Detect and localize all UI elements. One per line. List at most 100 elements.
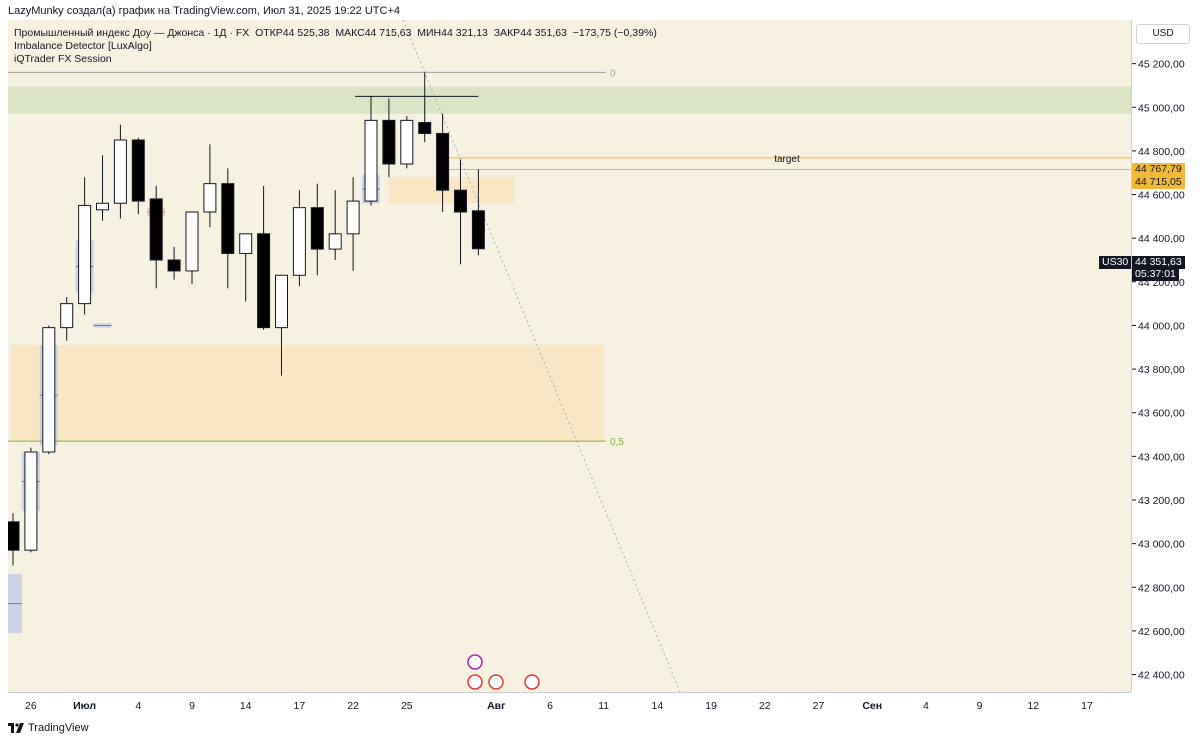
price-scale-svg[interactable]: 42 400,00 42 600,00 42 800,00 43 000,00 43 2… <box>1132 20 1200 692</box>
us-flag-event-icon-3 <box>524 674 540 690</box>
close-label: ЗАКР <box>493 27 521 39</box>
us-flag-event-icon-2 <box>488 674 504 690</box>
price-tick-label-7: 43 800,00 <box>1138 364 1185 376</box>
time-tick-label-10: 11 <box>598 700 609 712</box>
price-tick-label-11: 44 600,00 <box>1138 190 1185 202</box>
green-zone <box>8 86 1131 114</box>
candle-body-14 <box>257 233 271 329</box>
currency-selector[interactable]: USD <box>1136 24 1190 44</box>
time-tick-label-5: 17 <box>294 700 306 712</box>
low-value: 44 321,13 <box>441 27 488 39</box>
price-scale[interactable]: 42 400,00 42 600,00 42 800,00 43 000,00 43 2… <box>1131 20 1200 692</box>
time-tick-label-1: Июл <box>73 700 96 712</box>
chart-author-line: LazyMunky создал(а) график на TradingVie… <box>8 5 400 17</box>
low-label: МИН <box>417 27 442 39</box>
footer-brand: TradingView <box>28 722 89 734</box>
orange-demand-zone <box>11 345 604 442</box>
price-tick-label-2: 42 800,00 <box>1138 582 1185 594</box>
price-chart[interactable]: 0 0,5 target <box>8 20 1131 692</box>
open-label: ОТКР <box>255 27 283 39</box>
candle-body-17 <box>310 207 324 250</box>
lightning-event-icon <box>467 654 483 670</box>
time-tick-label-8: Авг <box>487 700 506 712</box>
time-tick-label-0: 26 <box>25 700 37 712</box>
legend-indicator-imbalance[interactable]: Imbalance Detector [LuxAlgo] <box>14 40 152 52</box>
time-tick-label-2: 4 <box>135 700 141 712</box>
legend-symbol-row: Промышленный индекс Доу — Джонса · 1Д · … <box>14 27 657 40</box>
candle-body-2 <box>42 327 56 453</box>
change-value: −173,75 (−0,39%) <box>572 27 657 39</box>
candle-body-11 <box>203 183 217 213</box>
candle-body-25 <box>454 189 467 213</box>
candle-body-26 <box>471 210 485 250</box>
high-value: 44 715,63 <box>364 27 412 39</box>
fib-level-half-label: 0,5 <box>610 437 624 448</box>
legend-symbol: Промышленный индекс Доу — Джонса · 1Д · … <box>14 27 250 39</box>
chart-legend: Промышленный индекс Доу — Джонса · 1Д · … <box>14 27 657 66</box>
high-label: МАКС <box>335 27 365 39</box>
candle-body-15 <box>275 274 288 329</box>
candle-body-5 <box>96 202 109 211</box>
footer: TradingView <box>8 722 89 734</box>
candle-body-3 <box>60 303 74 329</box>
time-tick-label-4: 14 <box>240 700 252 712</box>
target-label: target <box>774 154 800 165</box>
candle-body-22 <box>400 119 414 165</box>
candle-body-21 <box>382 119 396 165</box>
last-price-tag: 44 351,63 <box>1132 256 1185 269</box>
price-tick-label-13: 45 000,00 <box>1138 102 1185 114</box>
price-tick-label-1: 42 600,00 <box>1138 626 1185 638</box>
candle-body-9 <box>167 259 181 272</box>
candle-body-23 <box>418 122 432 134</box>
open-value: 44 525,38 <box>282 27 330 39</box>
tradingview-logo-icon <box>8 723 24 733</box>
fib-level-0-label: 0 <box>610 68 616 79</box>
price-tick-label-10: 44 400,00 <box>1138 233 1185 245</box>
target-low-tag: 44 715,05 <box>1132 176 1185 189</box>
candle-body-18 <box>328 233 342 250</box>
time-tick-label-14: 27 <box>813 700 825 712</box>
time-tick-label-7: 25 <box>401 700 413 712</box>
time-tick-label-15: Сен <box>862 700 882 712</box>
candle-body-7 <box>131 139 145 202</box>
time-scale-svg[interactable]: 26 Июл 4 9 14 17 22 25 Авг 6 11 14 19 22 27 Сен 4 9 12 17 <box>8 693 1131 717</box>
price-tick-label-4: 43 200,00 <box>1138 495 1185 507</box>
candle-body-1 <box>24 451 38 551</box>
last-price-symbol-tag: US30 <box>1099 256 1132 269</box>
candle-body-12 <box>221 183 235 254</box>
price-tick-label-8: 44 000,00 <box>1138 320 1185 332</box>
time-tick-label-12: 19 <box>705 700 717 712</box>
legend-indicator-session[interactable]: iQTrader FX Session <box>14 53 112 65</box>
candle-body-20 <box>364 119 378 202</box>
time-tick-label-17: 9 <box>977 700 983 712</box>
target-high-tag: 44 767,79 <box>1132 163 1185 176</box>
price-tick-label-0: 42 400,00 <box>1138 670 1185 682</box>
us-flag-event-icon-1 <box>467 674 483 690</box>
time-tick-label-16: 4 <box>923 700 929 712</box>
candle-body-4 <box>78 204 92 305</box>
countdown-tag: 05:37:01 <box>1132 268 1179 281</box>
time-tick-label-3: 9 <box>189 700 195 712</box>
candle-body-6 <box>113 139 127 204</box>
candle-body-8 <box>149 198 163 261</box>
time-tick-label-6: 22 <box>347 700 359 712</box>
candle-body-0 <box>8 521 20 551</box>
time-tick-label-9: 6 <box>547 700 553 712</box>
candle-body-13 <box>239 233 253 254</box>
price-tick-label-3: 43 000,00 <box>1138 539 1185 551</box>
time-tick-label-18: 12 <box>1027 700 1039 712</box>
candle-body-16 <box>292 207 306 276</box>
price-tick-label-14: 45 200,00 <box>1138 59 1185 71</box>
candle-body-24 <box>436 132 450 191</box>
trend-line <box>402 20 681 692</box>
time-tick-label-11: 14 <box>652 700 664 712</box>
time-tick-label-19: 17 <box>1081 700 1093 712</box>
orange-supply-zone <box>388 177 515 204</box>
time-tick-label-13: 22 <box>759 700 771 712</box>
price-tick-label-5: 43 400,00 <box>1138 451 1185 463</box>
price-tick-label-12: 44 800,00 <box>1138 146 1185 158</box>
close-value: 44 351,63 <box>520 27 567 39</box>
price-tick-label-6: 43 600,00 <box>1138 408 1185 420</box>
time-scale[interactable]: 26 Июл 4 9 14 17 22 25 Авг 6 11 14 19 22 27 Сен 4 9 12 17 <box>8 692 1131 717</box>
chart-area[interactable]: 0 0,5 target <box>8 20 1131 692</box>
